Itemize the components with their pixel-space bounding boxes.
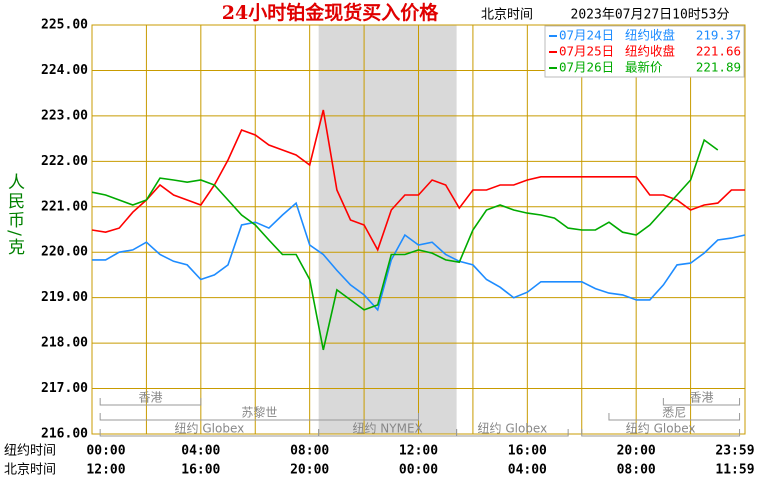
session-label: 悉尼: [662, 406, 686, 420]
y-tick-label: 219.00: [41, 290, 88, 305]
subtitle: 北京时间: [481, 8, 533, 23]
y-tick-label: 221.00: [41, 199, 88, 214]
session-label: 香港: [689, 391, 713, 405]
x-tick-label: 16:00: [181, 463, 220, 478]
y-tick-label: 223.00: [41, 108, 88, 123]
session-bracket: [608, 413, 741, 421]
session-bracket: [581, 429, 741, 437]
legend-name: 07月24日: [559, 28, 614, 43]
nymex-band: [318, 25, 457, 434]
y-tick-label: 222.00: [41, 154, 88, 169]
session-label: 纽约 Globex: [626, 421, 696, 436]
y-tick-label: 218.00: [41, 336, 88, 351]
x-tick-label: 00:00: [86, 444, 125, 459]
y-axis-title: 人民币/克: [4, 173, 25, 257]
legend-name: 07月25日: [559, 44, 614, 59]
y-tick-label: 216.00: [41, 427, 88, 442]
legend-name: 07月26日: [559, 60, 614, 75]
legend-close-label: 最新价: [625, 60, 663, 75]
legend-close-value: 221.89: [696, 60, 741, 75]
x-tick-label: 11:59: [715, 463, 754, 478]
y-tick-label: 217.00: [41, 381, 88, 396]
x-tick-label: 00:00: [399, 463, 438, 478]
x-tick-label: 20:00: [617, 444, 656, 459]
x-tick-label: 08:00: [617, 463, 656, 478]
legend-box: [544, 25, 745, 78]
legend-close-value: 221.66: [696, 44, 741, 59]
session-label: 纽约 NYMEX: [352, 421, 422, 436]
session-label: 苏黎世: [241, 406, 277, 420]
session-label: 纽约 Globex: [175, 421, 245, 436]
x-tick-label: 12:00: [399, 444, 438, 459]
session-bracket: [456, 429, 569, 437]
legend-close-label: 纽约收盘: [625, 28, 675, 43]
price-line: [91, 138, 719, 351]
x-row-label: 纽约时间: [4, 444, 56, 459]
timestamp: 2023年07月27日10时53分: [571, 8, 730, 23]
legend-close-label: 纽约收盘: [625, 44, 675, 59]
plot-frame: [91, 24, 746, 435]
x-tick-label: 04:00: [508, 463, 547, 478]
x-tick-label: 04:00: [181, 444, 220, 459]
x-tick-label: 12:00: [86, 463, 125, 478]
x-tick-label: 16:00: [508, 444, 547, 459]
price-line: [91, 109, 745, 252]
legend-close-value: 219.37: [696, 28, 741, 43]
y-tick-label: 220.00: [41, 245, 88, 260]
session-bracket: [99, 413, 419, 421]
x-row-label: 北京时间: [4, 463, 56, 478]
session-label: 香港: [138, 391, 162, 405]
x-tick-label: 20:00: [290, 463, 329, 478]
y-tick-label: 225.00: [41, 18, 88, 33]
chart-title: 24小时铂金现货买入价格: [222, 1, 439, 24]
price-line: [92, 201, 746, 312]
x-tick-label: 08:00: [290, 444, 329, 459]
y-tick-label: 224.00: [41, 63, 88, 78]
session-bracket: [99, 398, 202, 406]
session-label: 纽约 Globex: [478, 421, 548, 436]
session-bracket: [662, 398, 741, 406]
x-tick-label: 23:59: [715, 444, 754, 459]
